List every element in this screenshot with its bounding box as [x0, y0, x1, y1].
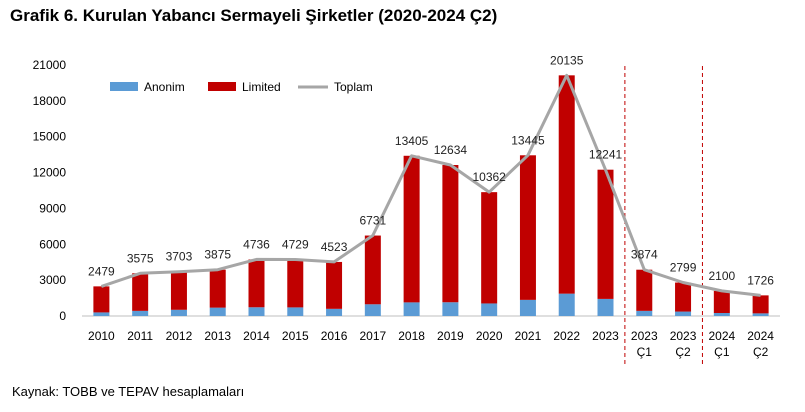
bar-anonim	[636, 310, 653, 316]
data-label: 10362	[472, 170, 506, 184]
legend-label-toplam: Toplam	[334, 80, 373, 94]
legend-swatch-limited	[208, 82, 236, 91]
x-tick-label: 2010	[88, 329, 115, 343]
bar-limited	[170, 271, 187, 310]
legend-label-limited: Limited	[242, 80, 281, 94]
bar-anonim	[713, 313, 730, 316]
x-tick-label: 2024	[708, 329, 735, 343]
bar-anonim	[403, 302, 420, 316]
bar-anonim	[752, 313, 769, 316]
bar-anonim	[481, 303, 498, 316]
y-tick-label: 15000	[33, 130, 67, 144]
bar-limited	[93, 286, 110, 313]
data-label: 2100	[708, 269, 735, 283]
data-label: 3874	[631, 248, 658, 262]
bar-limited	[403, 155, 420, 303]
bar-layer	[93, 75, 769, 316]
label-layer: 2479 3575 3703 3875 4736 4729 4523 6731 13405 126…	[88, 53, 774, 287]
x-tick-label: 2016	[321, 329, 348, 343]
bar-limited	[558, 75, 575, 294]
data-label: 3875	[204, 248, 231, 262]
bar-limited	[248, 259, 265, 308]
data-label: 4729	[282, 237, 309, 251]
data-label: 3703	[166, 250, 193, 264]
y-tick-label: 12000	[33, 166, 67, 180]
x-tick-label: Ç1	[714, 345, 730, 359]
bar-limited	[713, 290, 730, 314]
bar-limited	[326, 261, 343, 309]
bar-anonim	[170, 309, 187, 316]
y-tick-label: 21000	[33, 58, 67, 72]
x-tick-label: 2023	[670, 329, 697, 343]
x-tick-label: 2015	[282, 329, 309, 343]
bar-anonim	[364, 304, 381, 316]
legend: Anonim Limited Toplam	[110, 80, 373, 94]
bar-anonim	[287, 307, 304, 316]
bar-limited	[287, 259, 304, 308]
x-tick-label: 2021	[515, 329, 542, 343]
bar-anonim	[558, 293, 575, 316]
x-tick-label: 2022	[553, 329, 580, 343]
bar-anonim	[597, 298, 614, 316]
bar-anonim	[132, 310, 149, 316]
x-tick-label: 2023	[592, 329, 619, 343]
line-layer	[100, 73, 761, 297]
bar-limited	[675, 282, 692, 312]
bar-anonim	[519, 299, 536, 316]
data-label: 6731	[359, 214, 386, 228]
bar-limited	[752, 295, 769, 314]
x-tick-label: 2011	[127, 329, 153, 343]
y-tick-label: 3000	[39, 273, 66, 287]
y-tick-label: 18000	[33, 94, 67, 108]
y-tick-label: 0	[59, 309, 66, 323]
bar-limited	[481, 192, 498, 304]
x-tick-label: 2017	[359, 329, 386, 343]
x-tick-label: 2020	[476, 329, 503, 343]
data-label: 13445	[511, 133, 545, 147]
data-label: 2479	[88, 264, 115, 278]
x-tick-label: 2013	[204, 329, 231, 343]
x-tick-label: Ç2	[753, 345, 769, 359]
bar-anonim	[442, 302, 459, 316]
bar-limited	[636, 269, 653, 311]
separator-layer	[624, 66, 703, 366]
data-label: 4736	[243, 237, 270, 251]
bar-anonim	[209, 307, 226, 316]
bar-limited	[519, 155, 536, 300]
x-tick-label: Ç1	[637, 345, 653, 359]
x-tick-label: 2018	[398, 329, 425, 343]
data-label: 4523	[321, 240, 348, 254]
data-label: 3575	[127, 251, 154, 265]
data-label: 13405	[395, 134, 429, 148]
x-tick-label: Ç2	[675, 345, 691, 359]
axis-layer: 0 3000 6000 9000 12000 15000 18000 21000 2010 201…	[33, 58, 780, 359]
total-line	[100, 73, 761, 297]
data-label: 12634	[434, 143, 468, 157]
chart-title: Grafik 6. Kurulan Yabancı Sermayeli Şirk…	[10, 6, 498, 25]
data-label: 1726	[747, 273, 774, 287]
bar-limited	[209, 269, 226, 308]
y-tick-label: 6000	[39, 237, 66, 251]
y-tick-label: 9000	[39, 201, 66, 215]
bar-limited	[597, 169, 614, 299]
x-tick-label: 2023	[631, 329, 658, 343]
x-tick-label: 2024	[747, 329, 774, 343]
bar-anonim	[675, 311, 692, 316]
bar-limited	[442, 164, 459, 303]
bar-anonim	[248, 307, 265, 316]
x-tick-label: 2014	[243, 329, 270, 343]
data-label: 20135	[550, 53, 584, 67]
legend-swatch-anonim	[110, 82, 138, 91]
x-tick-label: 2019	[437, 329, 464, 343]
bar-limited	[364, 235, 381, 305]
x-tick-label: 2012	[166, 329, 193, 343]
data-label: 2799	[670, 261, 697, 275]
bar-anonim	[326, 308, 343, 316]
chart-source: Kaynak: TOBB ve TEPAV hesaplamaları	[12, 384, 245, 399]
legend-label-anonim: Anonim	[144, 80, 185, 94]
bar-limited	[132, 273, 149, 311]
data-label: 12241	[589, 148, 623, 162]
bar-anonim	[93, 312, 110, 316]
